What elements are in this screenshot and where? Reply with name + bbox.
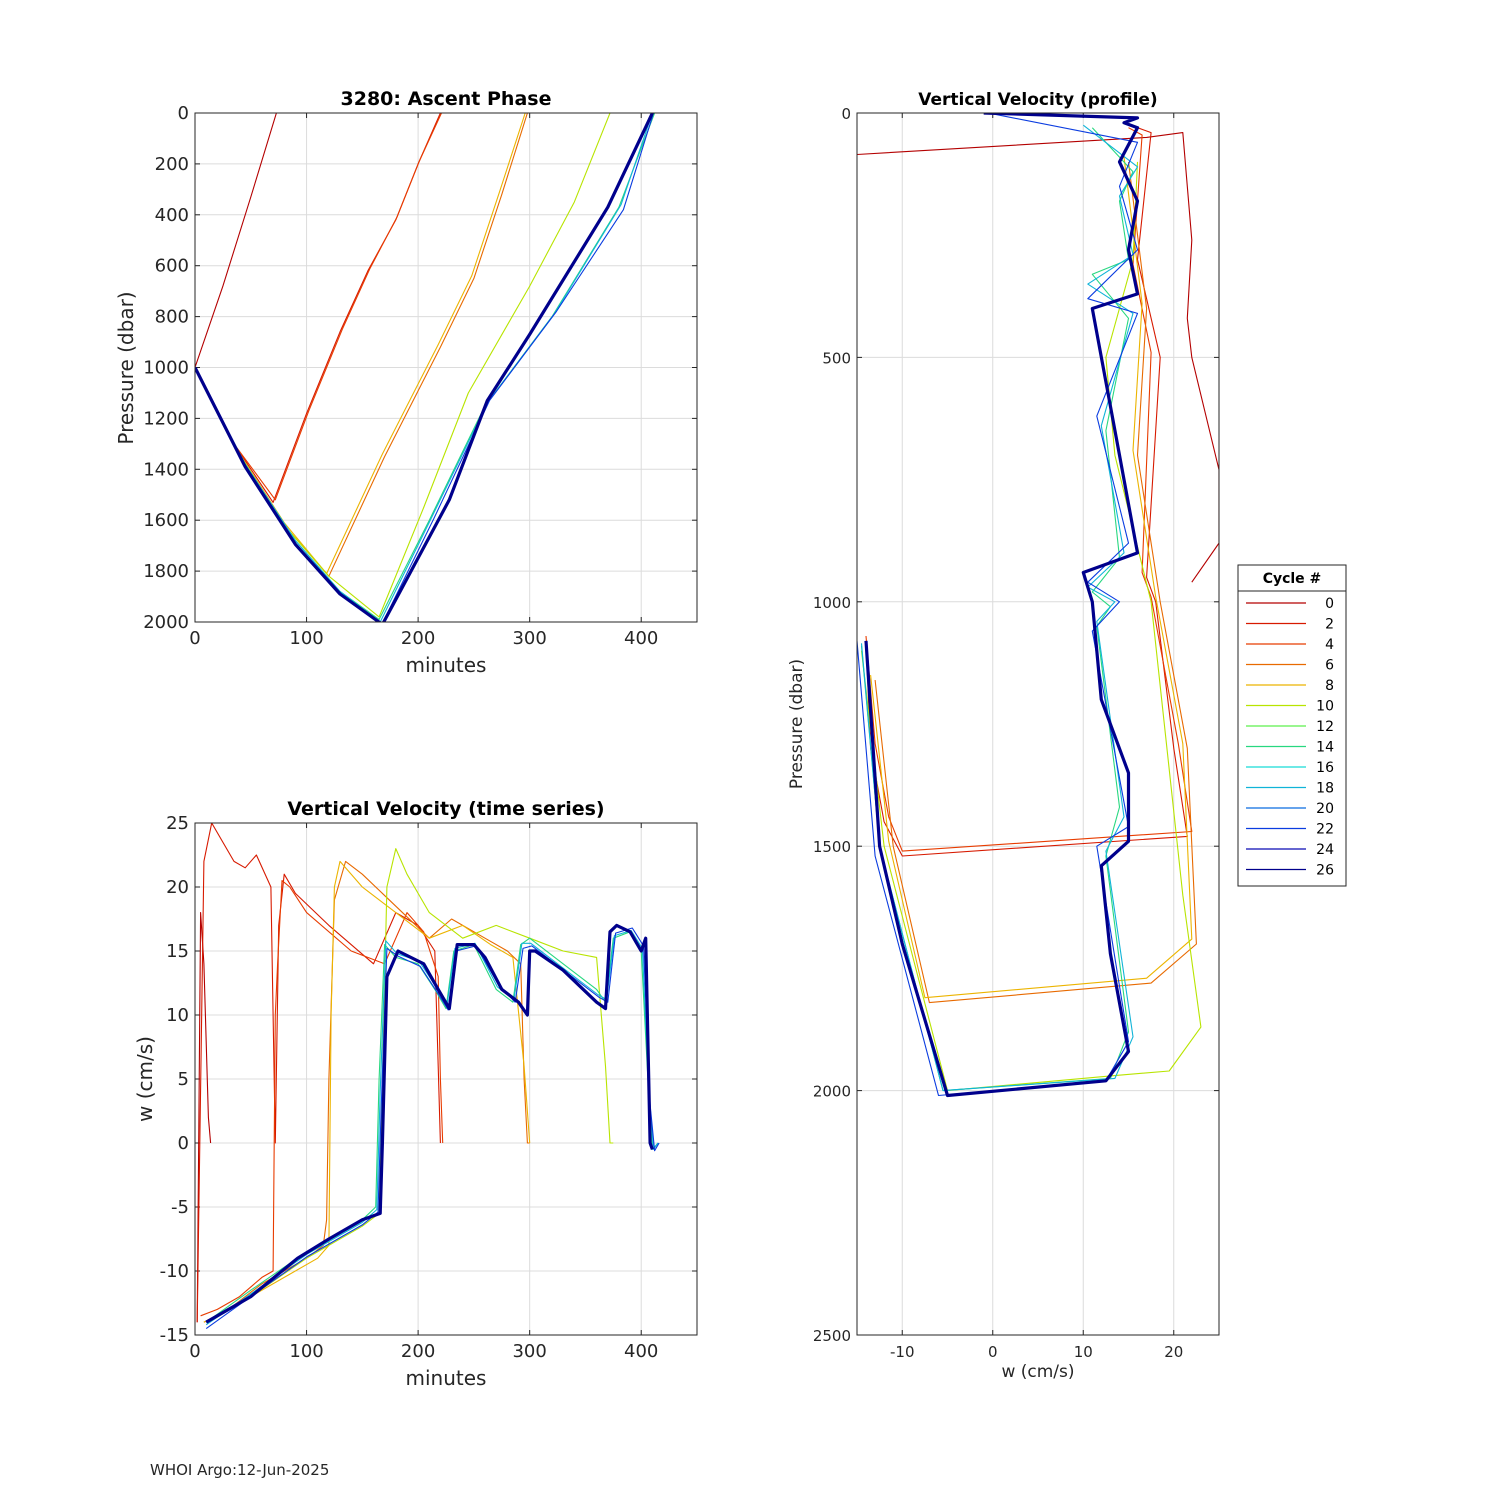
y-tick-label: 1600	[143, 510, 189, 531]
series-line-cycle-6	[874, 161, 1197, 1004]
series-line-cycle-26	[205, 923, 654, 1324]
x-tick-label: 0	[189, 628, 200, 649]
y-tick-label: 600	[155, 256, 189, 277]
series-line-cycle-26	[864, 113, 1140, 1098]
x-tick-label: 300	[512, 628, 546, 649]
x-tick-label: 0	[189, 1341, 200, 1362]
legend-label-cycle-20: 20	[1316, 801, 1334, 817]
legend-label-cycle-18: 18	[1316, 781, 1334, 797]
x-tick-label: 10	[1074, 1343, 1093, 1361]
x-tick-label: 300	[512, 1341, 546, 1362]
series-line-cycle-18	[195, 113, 653, 622]
chart-title: Vertical Velocity (time series)	[287, 798, 604, 820]
legend-label-cycle-4: 4	[1325, 637, 1334, 653]
y-tick-label: 1400	[143, 459, 189, 480]
series-line-cycle-2	[865, 127, 1188, 857]
series-line-cycle-8	[870, 156, 1193, 999]
footer-stamp: WHOI Argo:12-Jun-2025	[150, 1461, 330, 1479]
series-line-cycle-10	[860, 161, 1202, 1092]
series-line-cycle-4	[195, 113, 442, 501]
y-tick-label: 20	[166, 877, 189, 898]
legend-label-cycle-24: 24	[1316, 842, 1334, 858]
legend-label-cycle-22: 22	[1316, 822, 1334, 838]
x-tick-label: 200	[401, 628, 435, 649]
x-tick-label: 100	[289, 628, 323, 649]
x-tick-label: 400	[624, 628, 658, 649]
series-group	[857, 113, 1219, 1098]
y-axis-label: Pressure (dbar)	[114, 291, 138, 444]
y-tick-label: 5	[178, 1069, 189, 1090]
axes-frame	[856, 112, 1220, 1336]
y-tick-label: -5	[171, 1197, 189, 1218]
x-axis-label: minutes	[406, 1366, 487, 1390]
x-axis-label: w (cm/s)	[1001, 1362, 1074, 1382]
y-tick-label: 10	[166, 1005, 189, 1026]
y-tick-label: 800	[155, 307, 189, 328]
series-line-cycle-0	[196, 912, 212, 1323]
chart-title: Vertical Velocity (profile)	[918, 90, 1157, 110]
legend-label-cycle-14: 14	[1316, 740, 1334, 756]
y-tick-label: 2500	[813, 1327, 851, 1345]
axes-frame	[194, 822, 698, 1336]
chart-panel-1: 0 100 200 300 400 0 200 400 600 800 1000 1200 1400 16…	[114, 88, 698, 677]
x-tick-label: 0	[988, 1343, 998, 1361]
y-axis-label: Pressure (dbar)	[787, 659, 807, 789]
y-tick-label: 0	[178, 103, 189, 124]
legend-label-cycle-16: 16	[1316, 760, 1334, 776]
series-line-cycle-0	[195, 113, 277, 368]
chart-panel-2: 0 100 200 300 400 25 20 15 10 5 0 -5 -10 -15 Vertical …	[133, 798, 698, 1390]
y-tick-label: 400	[155, 205, 189, 226]
y-tick-label: 1000	[143, 358, 189, 379]
legend-label-cycle-0: 0	[1325, 596, 1334, 612]
y-tick-label: 0	[841, 105, 851, 123]
y-tick-label: 200	[155, 154, 189, 175]
series-line-cycle-10	[205, 848, 614, 1323]
y-tick-label: -15	[160, 1325, 189, 1346]
legend-title: Cycle #	[1263, 571, 1322, 587]
y-tick-label: -10	[160, 1261, 189, 1282]
legend-label-cycle-2: 2	[1325, 617, 1334, 633]
series-group	[196, 823, 660, 1330]
x-tick-label: 100	[289, 1341, 323, 1362]
y-tick-label: 1500	[813, 838, 851, 856]
y-tick-label: 1200	[143, 408, 189, 429]
legend-label-cycle-6: 6	[1325, 658, 1334, 674]
x-tick-label: 20	[1164, 1343, 1183, 1361]
series-line-cycle-14	[205, 931, 659, 1323]
x-tick-label: -10	[890, 1343, 915, 1361]
x-tick-label: 400	[624, 1341, 658, 1362]
series-line-cycle-8	[203, 860, 531, 1323]
legend-label-cycle-10: 10	[1316, 699, 1334, 715]
y-axis-label: w (cm/s)	[133, 1036, 157, 1122]
series-line-cycle-4	[200, 880, 444, 1317]
series-group	[195, 113, 656, 622]
x-tick-label: 200	[401, 1341, 435, 1362]
chart-title: 3280: Ascent Phase	[341, 88, 552, 110]
y-tick-label: 500	[822, 349, 851, 367]
axes-frame	[194, 112, 698, 623]
series-line-cycle-0	[857, 132, 1219, 583]
y-tick-label: 0	[178, 1133, 189, 1154]
y-tick-label: 25	[166, 813, 189, 834]
chart-panel-3: -10 0 10 20 0 500 1000 1500 2000 2500 Vertical Vel…	[787, 90, 1220, 1382]
y-tick-label: 2000	[813, 1083, 851, 1101]
x-axis-label: minutes	[406, 653, 487, 677]
y-tick-label: 15	[166, 941, 189, 962]
legend-label-cycle-8: 8	[1325, 678, 1334, 694]
plot-area	[857, 113, 1219, 1335]
series-line-cycle-26	[195, 113, 654, 622]
y-tick-label: 1000	[813, 594, 851, 612]
y-tick-label: 1800	[143, 561, 189, 582]
legend-label-cycle-12: 12	[1316, 719, 1334, 735]
legend-label-cycle-26: 26	[1316, 863, 1334, 879]
y-tick-label: 2000	[143, 612, 189, 633]
